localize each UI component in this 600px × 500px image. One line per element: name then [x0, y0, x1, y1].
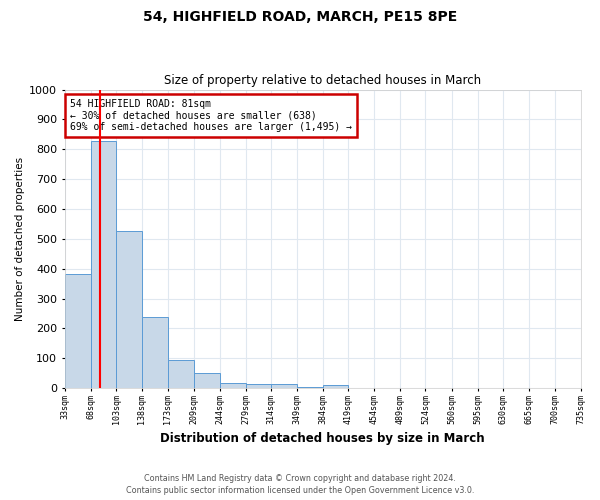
Bar — [194, 372, 220, 388]
Text: 54 HIGHFIELD ROAD: 81sqm
← 30% of detached houses are smaller (638)
69% of semi-: 54 HIGHFIELD ROAD: 81sqm ← 30% of detach… — [70, 98, 352, 132]
Bar — [271, 384, 297, 388]
Bar — [65, 274, 91, 388]
Bar — [297, 386, 323, 388]
Y-axis label: Number of detached properties: Number of detached properties — [15, 157, 25, 321]
Bar — [116, 231, 142, 388]
Bar — [323, 385, 349, 388]
Title: Size of property relative to detached houses in March: Size of property relative to detached ho… — [164, 74, 481, 87]
Bar — [142, 317, 167, 388]
Bar — [220, 382, 245, 388]
Bar — [91, 141, 116, 388]
X-axis label: Distribution of detached houses by size in March: Distribution of detached houses by size … — [160, 432, 485, 445]
Bar — [167, 360, 194, 388]
Bar — [245, 384, 271, 388]
Text: Contains HM Land Registry data © Crown copyright and database right 2024.
Contai: Contains HM Land Registry data © Crown c… — [126, 474, 474, 495]
Text: 54, HIGHFIELD ROAD, MARCH, PE15 8PE: 54, HIGHFIELD ROAD, MARCH, PE15 8PE — [143, 10, 457, 24]
